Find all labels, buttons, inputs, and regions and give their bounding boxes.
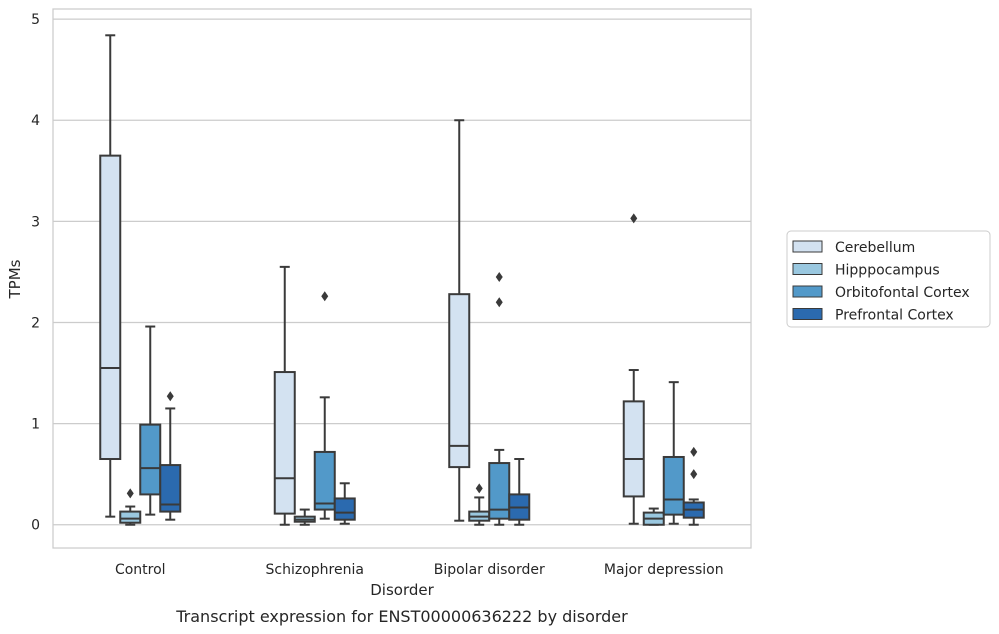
legend-swatch (792, 263, 823, 275)
box (273, 265, 296, 526)
outlier-point (126, 488, 134, 499)
x-tick-label: Major depression (604, 562, 724, 578)
box (448, 119, 471, 522)
box (293, 508, 316, 526)
box (508, 458, 531, 526)
legend-item: Hipppocampus (792, 263, 940, 279)
series-cerebellum (99, 34, 645, 526)
box (313, 291, 336, 520)
legend-label: Cerebellum (835, 240, 915, 256)
box-iqr (333, 497, 356, 521)
box (139, 325, 162, 516)
legend-label: Hipppocampus (835, 263, 940, 279)
legend: Cerebellum Hipppocampus Orbitofontal Corte… (786, 230, 991, 328)
box-iqr (662, 455, 685, 516)
y-tick-label: 5 (31, 12, 40, 28)
box-iqr (159, 464, 182, 513)
box-iqr (488, 462, 511, 520)
y-tick-label: 1 (31, 417, 40, 433)
outlier-point (690, 446, 698, 457)
outlier-point (495, 271, 503, 282)
box (99, 34, 122, 518)
box (662, 381, 685, 525)
x-tick-label: Control (115, 562, 166, 578)
box-iqr (313, 450, 336, 511)
box (682, 446, 705, 526)
series-hipppocampus (119, 483, 665, 526)
x-tick-labels: Control Schizophrenia Bipolar disorder Majo… (115, 562, 724, 578)
legend-item: Cerebellum (792, 240, 915, 256)
chart-caption: Transcript expression for ENST0000063622… (175, 607, 628, 626)
box (622, 213, 645, 525)
legend-swatch (792, 285, 823, 298)
box-iqr (273, 371, 296, 515)
legend-label: Orbitofontal Cortex (835, 285, 970, 301)
box (488, 271, 511, 526)
box-iqr (99, 154, 122, 461)
box (642, 507, 665, 526)
series-prefrontal-cortex (159, 391, 705, 526)
x-tick-label: Bipolar disorder (434, 562, 545, 578)
box-iqr (622, 400, 645, 498)
x-axis-label: Disorder (370, 581, 434, 599)
y-tick-label: 3 (31, 214, 40, 230)
y-tick-labels: 0 1 2 3 4 5 (31, 12, 40, 534)
box-iqr (448, 293, 471, 469)
y-tick-label: 0 (31, 518, 40, 534)
box (333, 482, 356, 525)
legend-item: Prefrontal Cortex (792, 308, 954, 324)
series-orbitofontal-cortex (139, 271, 685, 526)
legend-swatch (792, 308, 823, 320)
box-series (99, 34, 705, 526)
outlier-point (495, 297, 503, 308)
legend-label: Prefrontal Cortex (835, 308, 954, 324)
outlier-point (630, 213, 638, 224)
y-axis-label: TPMs (6, 259, 24, 299)
legend-frame (786, 230, 991, 328)
x-tick-label: Schizophrenia (266, 562, 364, 578)
box-iqr (139, 423, 162, 496)
plot-frame (52, 8, 752, 549)
outlier-point (321, 291, 329, 302)
y-tick-label: 2 (31, 315, 40, 331)
box (159, 391, 182, 521)
box-iqr (119, 510, 142, 524)
box (119, 488, 142, 526)
outlier-point (690, 469, 698, 480)
legend-swatch (792, 240, 823, 253)
legend-item: Orbitofontal Cortex (792, 285, 970, 301)
outlier-point (475, 483, 483, 494)
box (468, 483, 491, 526)
outlier-point (166, 391, 174, 402)
y-tick-label: 4 (31, 113, 40, 129)
